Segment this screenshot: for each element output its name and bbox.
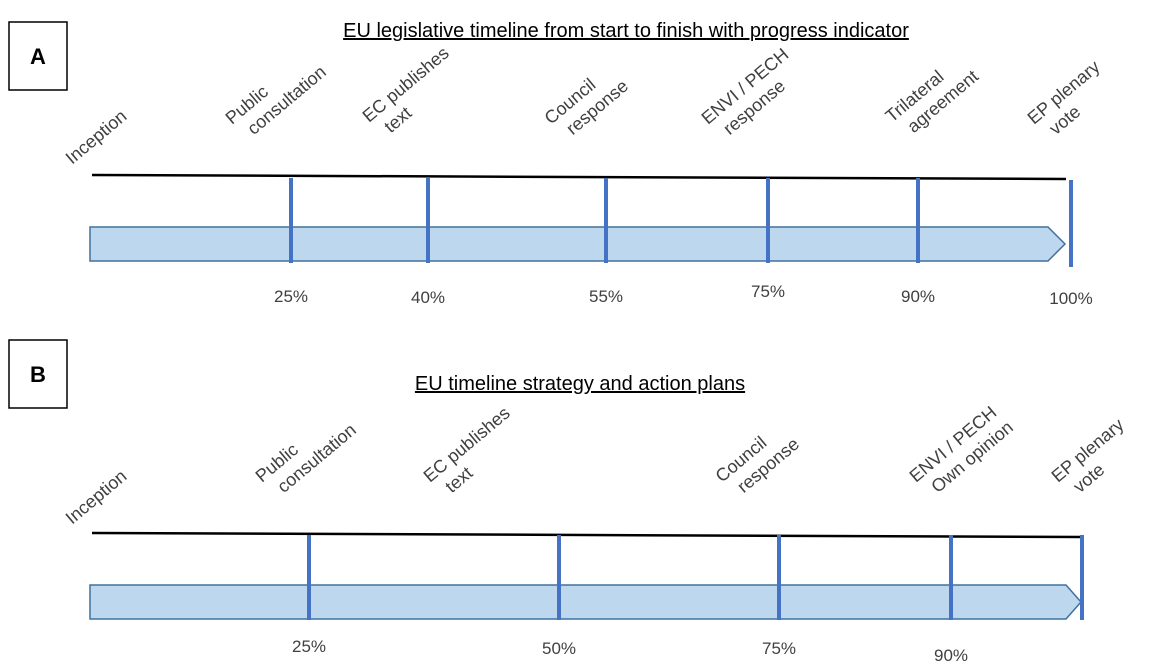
panel-a-title: EU legislative timeline from start to fi… [343,20,909,42]
panel-b-stage-4-percent: 90% [934,646,968,662]
panel-a-letter: A [30,44,46,69]
panel-b-label-box [8,339,68,409]
panel-a-label-box [8,21,68,91]
panel-a-stage-5-percent: 90% [901,287,935,306]
panel-a-stage-0-label-line: Inception [62,106,131,168]
panel-a-baseline [91,173,1067,181]
panel-b-progress-bar [89,584,1083,620]
panel-b-stage-0-label-line: Inception [62,466,131,528]
panel-a-stage-1-percent: 25% [274,287,308,306]
panel-a-stage-2-percent: 40% [411,288,445,307]
panel-a-stage-3-percent: 55% [589,287,623,306]
panel-b-letter: B [30,362,46,387]
panel-a-stage-4-percent: 75% [751,282,785,301]
panel-b-title: EU timeline strategy and action plans [415,373,745,395]
panel-b-stage-1-percent: 25% [292,637,326,656]
panel-a-stage-6-percent: 100% [1049,289,1092,308]
panel-a-stage-0-label: Inception [62,106,131,168]
panel-b-stage-3-percent: 75% [762,639,796,658]
panel-b-stage-0-label: Inception [62,466,131,528]
panel-b-stage-2-percent: 50% [542,639,576,658]
panel-b-baseline [91,531,1083,539]
panel-a-progress-bar [89,226,1067,262]
